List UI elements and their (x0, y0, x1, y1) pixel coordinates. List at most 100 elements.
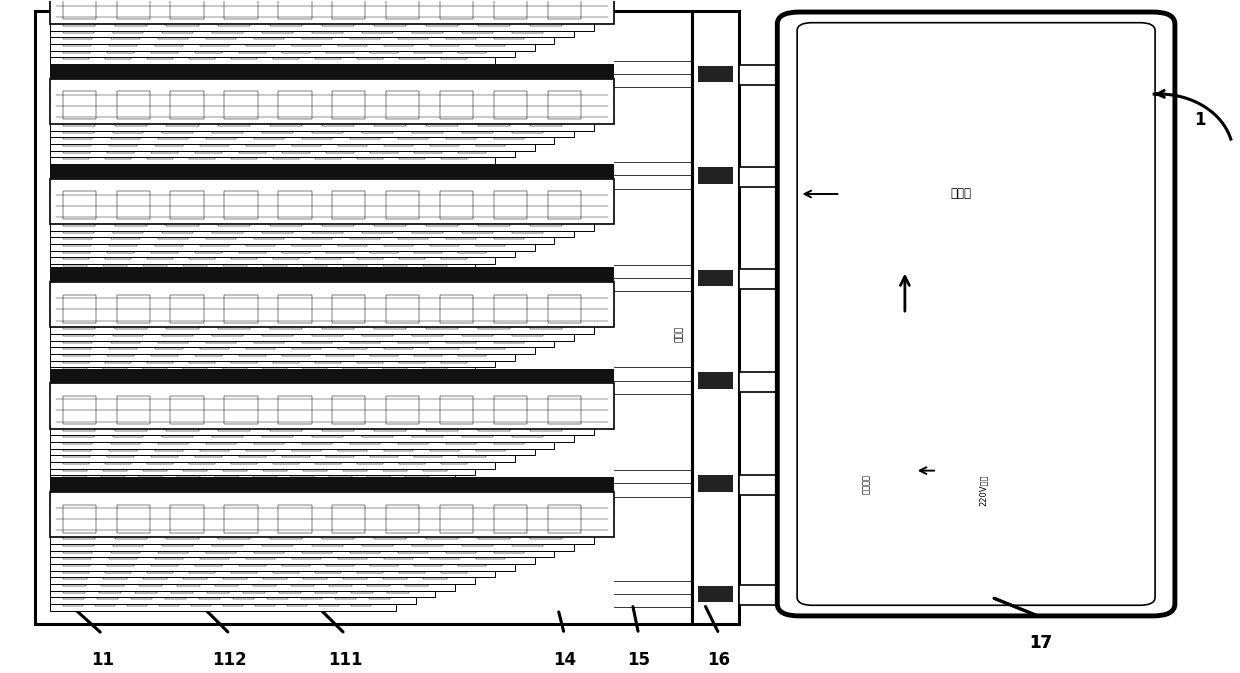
Bar (51, 238, 396, 252)
Bar (775, 274, 790, 285)
Bar (188, 131, 215, 160)
Bar (387, 355, 409, 383)
Bar (139, 245, 162, 273)
Bar (206, 111, 236, 139)
Bar (357, 232, 383, 260)
Bar (529, 98, 562, 126)
Bar (279, 355, 301, 383)
Bar (339, 321, 367, 349)
Bar (494, 191, 527, 219)
Bar (126, 368, 146, 396)
Bar (494, 505, 527, 533)
Bar (51, 125, 475, 171)
Bar (278, 92, 311, 120)
Bar (224, 295, 258, 323)
Bar (51, 99, 554, 144)
Bar (231, 131, 257, 160)
Bar (267, 361, 288, 390)
Bar (223, 368, 243, 396)
Bar (288, 165, 308, 192)
Bar (319, 469, 340, 497)
Bar (303, 443, 327, 470)
Bar (414, 538, 441, 566)
Bar (739, 372, 787, 392)
Bar (224, 505, 258, 533)
Bar (267, 571, 288, 600)
Bar (332, 295, 366, 323)
Bar (201, 118, 229, 146)
Bar (63, 211, 92, 240)
Bar (218, 402, 250, 431)
Bar (446, 111, 476, 139)
Bar (233, 258, 254, 286)
Bar (100, 245, 124, 273)
Bar (63, 578, 83, 606)
Bar (398, 334, 424, 363)
Bar (51, 246, 415, 291)
Bar (494, 396, 527, 424)
Bar (398, 315, 428, 343)
Bar (171, 151, 193, 180)
Bar (270, 402, 303, 431)
Bar (315, 251, 337, 279)
Bar (51, 274, 594, 289)
Bar (476, 531, 505, 559)
Bar (263, 138, 288, 166)
Bar (150, 225, 177, 253)
Bar (207, 355, 229, 383)
Bar (301, 571, 322, 600)
Bar (253, 245, 277, 273)
Bar (283, 125, 310, 153)
Bar (166, 302, 198, 330)
Bar (223, 65, 243, 93)
Bar (51, 0, 554, 44)
Bar (383, 341, 408, 369)
Bar (548, 396, 582, 424)
Bar (63, 315, 92, 343)
Bar (742, 169, 785, 184)
Bar (63, 245, 87, 273)
Bar (254, 211, 284, 240)
Bar (63, 308, 93, 336)
Bar (51, 322, 495, 367)
Bar (223, 138, 248, 166)
Bar (143, 238, 167, 266)
Bar (374, 511, 407, 540)
Bar (51, 267, 614, 282)
Bar (267, 58, 288, 86)
Bar (288, 264, 308, 293)
Bar (430, 218, 459, 246)
Bar (63, 450, 87, 477)
Bar (293, 531, 321, 559)
Bar (100, 348, 124, 376)
Bar (350, 111, 379, 139)
Bar (150, 328, 177, 356)
Text: 16: 16 (708, 651, 730, 668)
Bar (51, 544, 415, 559)
Bar (357, 131, 383, 160)
Bar (386, 191, 419, 219)
Bar (63, 44, 87, 73)
Bar (162, 105, 193, 133)
Bar (51, 232, 455, 277)
Bar (319, 578, 340, 606)
Bar (195, 25, 222, 52)
Bar (166, 511, 198, 540)
Bar (231, 436, 257, 464)
Bar (329, 145, 352, 173)
Bar (512, 308, 543, 336)
Bar (425, 98, 458, 126)
Bar (273, 131, 299, 160)
Bar (362, 205, 393, 233)
Bar (430, 18, 459, 46)
Bar (263, 38, 288, 66)
Bar (739, 586, 787, 605)
Bar (279, 456, 301, 484)
Bar (322, 98, 355, 126)
Bar (51, 429, 435, 444)
Bar (370, 258, 391, 286)
Bar (322, 511, 355, 540)
Bar (51, 137, 396, 152)
Bar (63, 334, 88, 363)
Bar (51, 484, 594, 499)
